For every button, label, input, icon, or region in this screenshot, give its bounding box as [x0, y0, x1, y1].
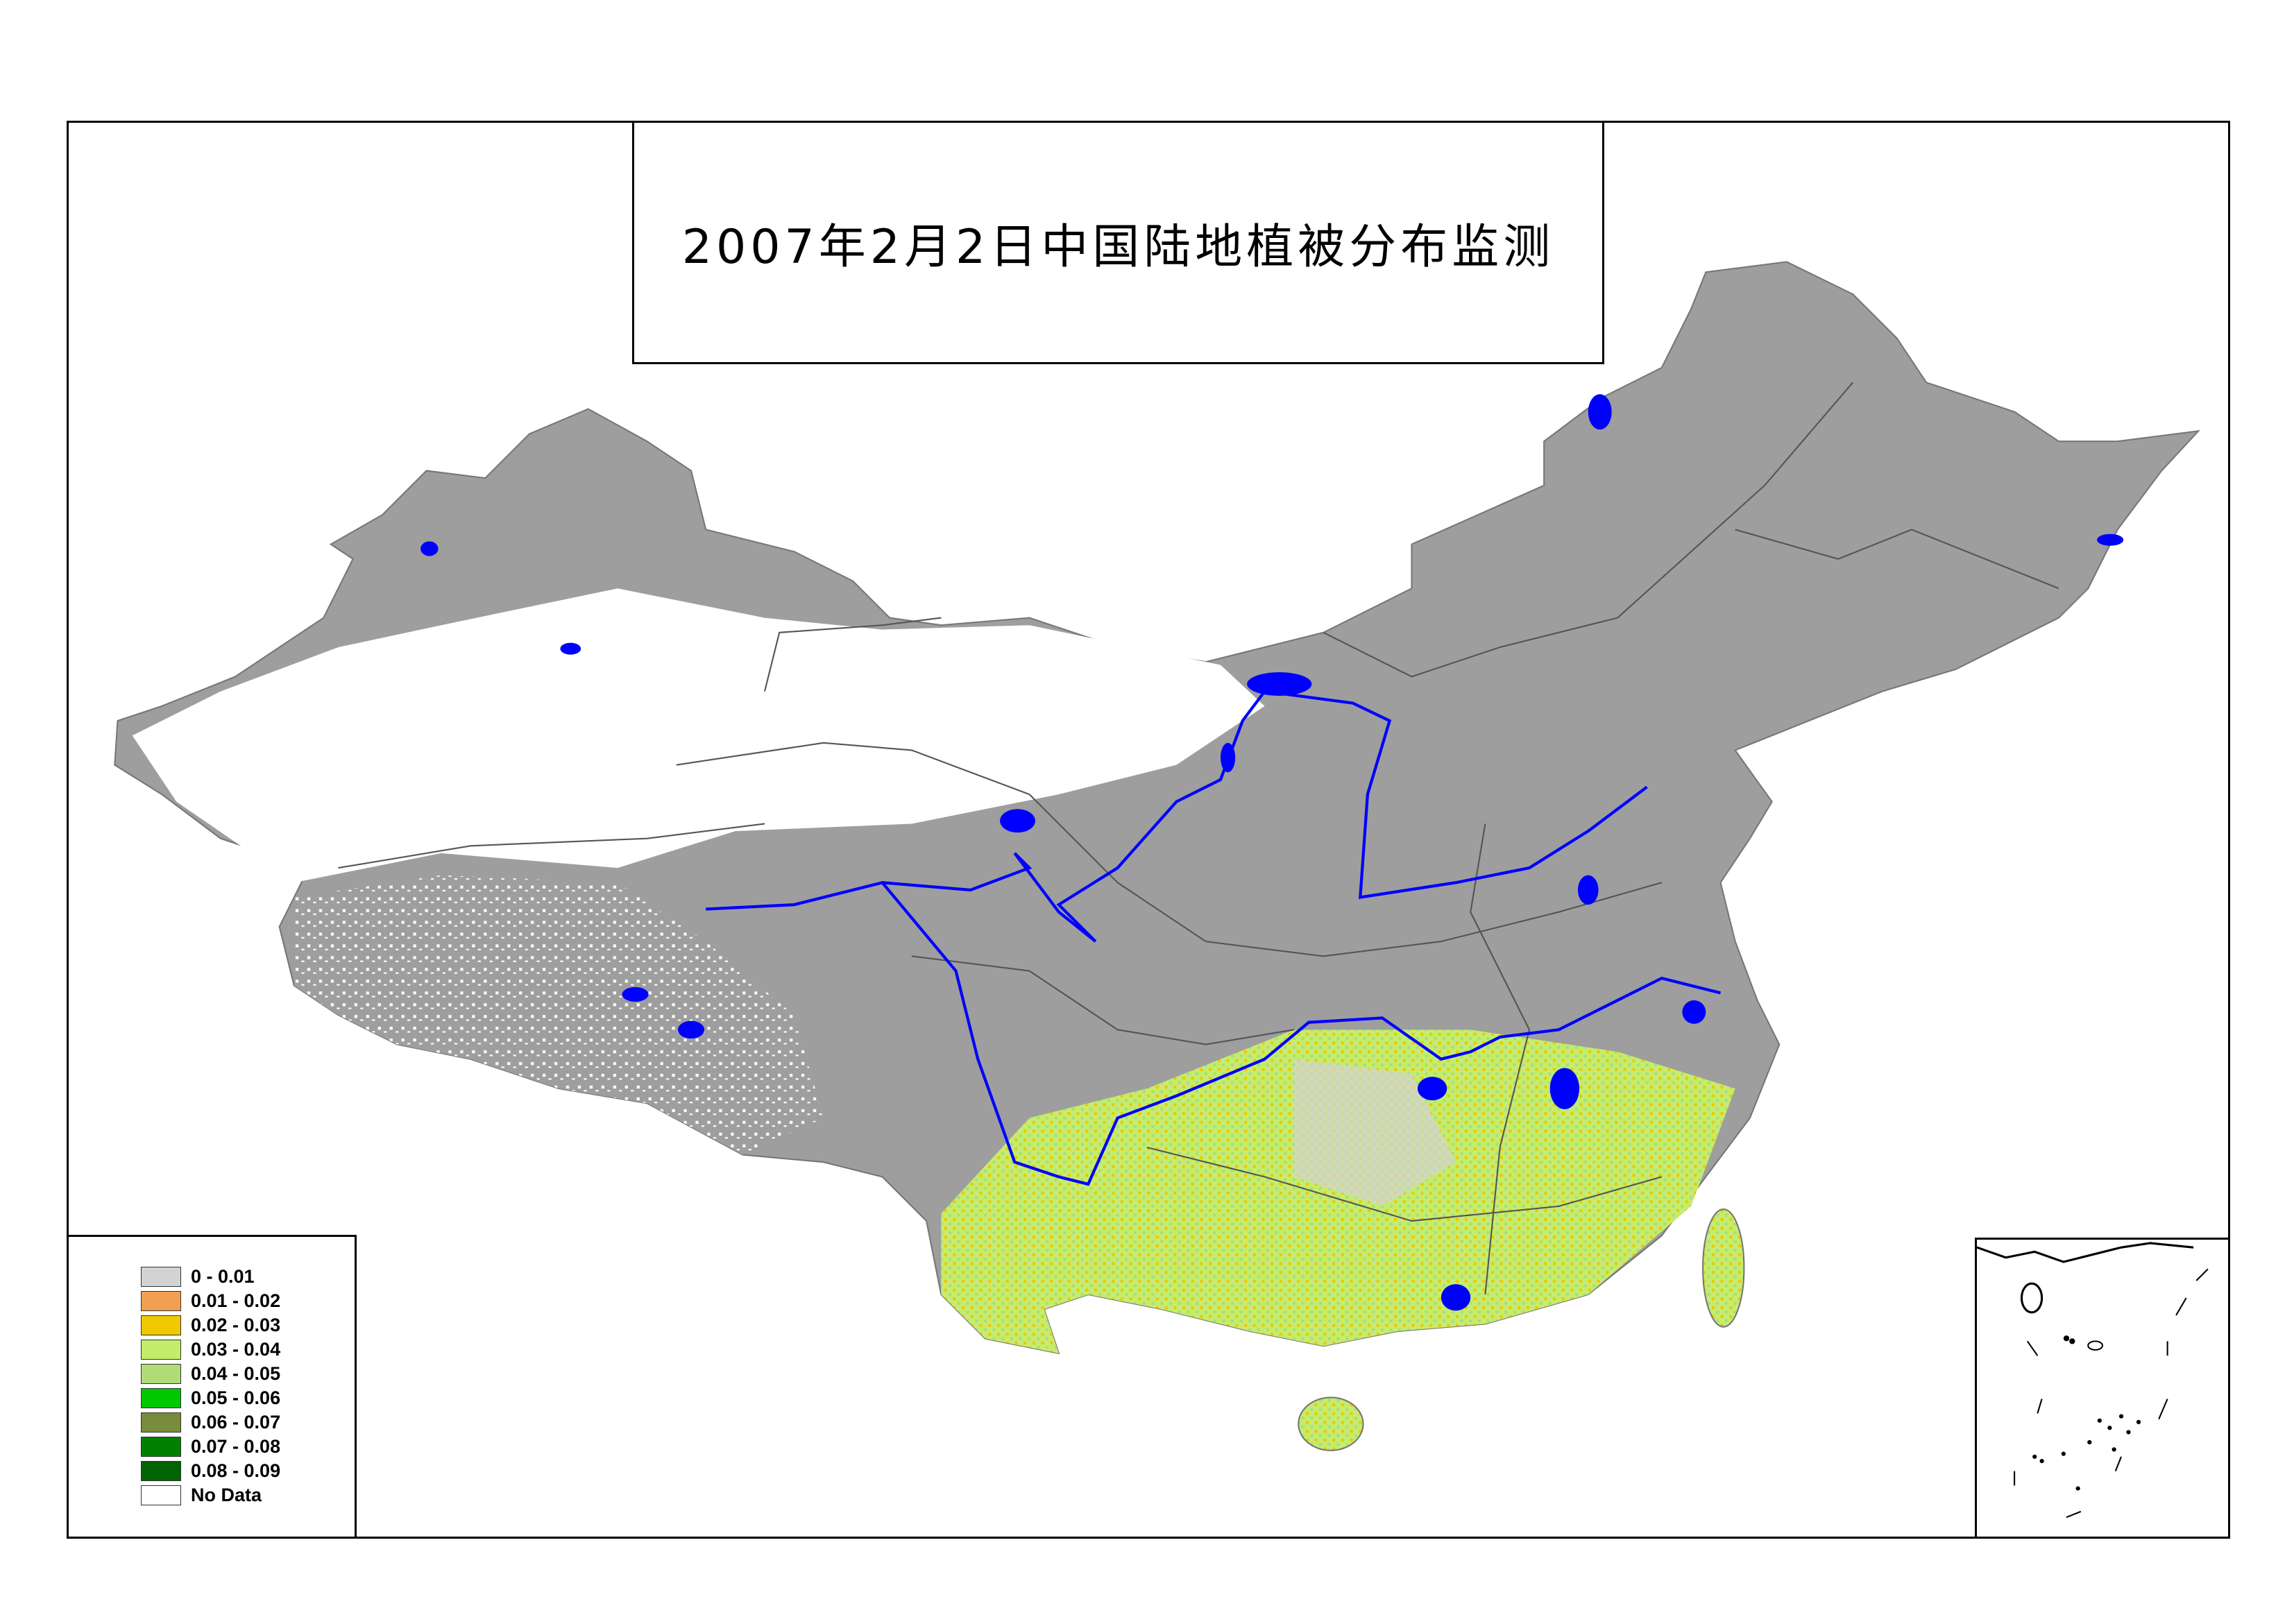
- legend-swatch: [141, 1437, 181, 1457]
- legend-label: 0.03 - 0.04: [191, 1339, 281, 1360]
- legend-label: 0.06 - 0.07: [191, 1412, 281, 1433]
- south-china-sea-inset: [1975, 1238, 2230, 1539]
- lakes: [420, 394, 2124, 1311]
- legend-swatch: [141, 1340, 181, 1360]
- legend-item: 0.02 - 0.03: [141, 1313, 355, 1337]
- legend-item: 0.05 - 0.06: [141, 1386, 355, 1410]
- legend-label: 0 - 0.01: [191, 1266, 255, 1287]
- map-title: 2007年2月2日中国陆地植被分布监测: [681, 220, 1555, 275]
- legend-item: No Data: [141, 1483, 355, 1507]
- legend-label: No Data: [191, 1485, 262, 1505]
- legend-label: 0.08 - 0.09: [191, 1460, 281, 1481]
- legend-swatch: [141, 1364, 181, 1384]
- legend-label: 0.02 - 0.03: [191, 1315, 281, 1335]
- legend-swatch: [141, 1461, 181, 1481]
- inset-map: [1976, 1242, 2209, 1519]
- legend-label: 0.07 - 0.08: [191, 1436, 281, 1457]
- legend-label: 0.04 - 0.05: [191, 1363, 281, 1384]
- legend-item: 0.06 - 0.07: [141, 1410, 355, 1435]
- title-box: 2007年2月2日中国陆地植被分布监测: [632, 121, 1604, 364]
- yangtze-river: [706, 880, 1722, 1186]
- legend-item: 0 - 0.01: [141, 1265, 355, 1289]
- china-landmass: [114, 261, 2201, 1451]
- legend-swatch: [141, 1412, 181, 1433]
- legend-swatch: [141, 1485, 181, 1505]
- legend-item: 0.01 - 0.02: [141, 1289, 355, 1313]
- central-light-region: [1293, 1059, 1456, 1206]
- legend-item: 0.08 - 0.09: [141, 1459, 355, 1483]
- legend-item: 0.03 - 0.04: [141, 1337, 355, 1362]
- legend-swatch: [141, 1315, 181, 1335]
- no-data-desert-region: [132, 588, 1265, 883]
- legend: 0 - 0.01 0.01 - 0.02 0.02 - 0.03 0.03 - 0.0…: [67, 1235, 357, 1539]
- legend-item: 0.04 - 0.05: [141, 1362, 355, 1386]
- province-boundaries: [338, 382, 2059, 1295]
- legend-item: 0.07 - 0.08: [141, 1435, 355, 1459]
- legend-swatch: [141, 1267, 181, 1287]
- legend-label: 0.05 - 0.06: [191, 1387, 281, 1408]
- hainan: [1298, 1396, 1364, 1451]
- legend-swatch: [141, 1291, 181, 1311]
- taiwan: [1702, 1208, 1745, 1328]
- tibet-speckled-region: [294, 875, 824, 1155]
- legend-swatch: [141, 1388, 181, 1408]
- legend-label: 0.01 - 0.02: [191, 1290, 281, 1311]
